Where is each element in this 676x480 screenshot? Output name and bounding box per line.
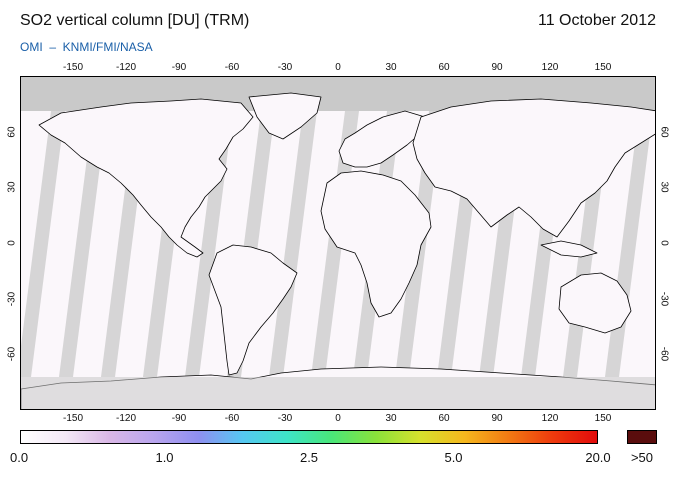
longitude-tick-label: 120: [541, 62, 559, 73]
colorbar-tick-label: 5.0: [444, 450, 463, 465]
longitude-tick-label: 30: [385, 62, 397, 73]
colorbar-overflow-label: >50: [630, 450, 654, 465]
asia: [412, 98, 655, 238]
south-no-data-region: [21, 377, 655, 409]
longitude-tick-label: -150: [62, 62, 84, 73]
map-date: 11 October 2012: [537, 12, 656, 29]
orbit-gap-swath: [269, 111, 317, 377]
colorbar-overflow-swatch: [627, 430, 657, 444]
longitude-tick-label: -120: [115, 62, 137, 73]
orbit-gap-swath: [59, 111, 107, 377]
longitude-tick-label: 0: [335, 62, 341, 73]
latitude-tick-label: 60: [658, 126, 670, 138]
north-america: [38, 98, 254, 258]
longitude-tick-label: 150: [594, 413, 612, 424]
longitude-tick-label: -90: [171, 62, 187, 73]
longitude-tick-label: 120: [541, 413, 559, 424]
longitude-tick-label: 30: [385, 413, 397, 424]
map-title: SO2 vertical column [DU] (TRM): [20, 12, 250, 29]
longitude-tick-label: -30: [277, 62, 293, 73]
so2-map: [20, 76, 656, 410]
latitude-tick-label: 30: [658, 181, 670, 193]
colorbar-tick-label: 20.0: [585, 450, 611, 465]
longitude-tick-label: -60: [224, 62, 240, 73]
longitude-tick-label: -60: [224, 413, 240, 424]
latitude-tick-label: -60: [658, 347, 670, 362]
australia: [558, 272, 632, 334]
latitude-tick-label: 0: [658, 240, 670, 246]
longitude-tick-label: 90: [491, 413, 503, 424]
longitude-tick-label: 90: [491, 62, 503, 73]
map-credits: OMI – KNMI/FMI/NASA: [20, 40, 153, 54]
longitude-tick-label: 60: [438, 62, 450, 73]
latitude-tick-label: 0: [6, 240, 18, 246]
south-america: [208, 244, 298, 376]
longitude-tick-label: 150: [594, 62, 612, 73]
latitude-tick-label: -30: [658, 291, 670, 306]
longitude-tick-label: 0: [335, 413, 341, 424]
greenland: [248, 92, 322, 140]
latitude-tick-label: -60: [6, 347, 18, 362]
longitude-tick-label: -30: [277, 413, 293, 424]
longitude-tick-label: -120: [115, 413, 137, 424]
africa: [320, 170, 432, 318]
latitude-tick-label: 60: [6, 126, 18, 138]
colorbar-tick-label: 1.0: [155, 450, 174, 465]
map-svg: [21, 77, 655, 409]
latitude-tick-label: 30: [6, 181, 18, 193]
colorbar: [20, 430, 598, 444]
longitude-tick-label: -90: [171, 413, 187, 424]
longitude-tick-label: -150: [62, 413, 84, 424]
colorbar-tick-label: 0.0: [10, 450, 29, 465]
orbit-gap-swath: [21, 111, 65, 377]
latitude-tick-label: -30: [6, 291, 18, 306]
colorbar-tick-label: 2.5: [299, 450, 319, 465]
indonesia: [540, 240, 598, 258]
longitude-tick-label: 60: [438, 413, 450, 424]
